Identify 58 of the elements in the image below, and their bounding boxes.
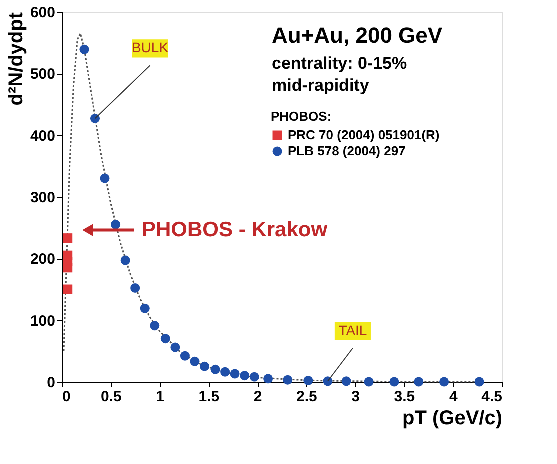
point xyxy=(100,174,110,184)
point xyxy=(230,369,240,379)
x-tick-label: 3.5 xyxy=(394,388,416,406)
legend-title: PHOBOS: xyxy=(271,109,332,124)
x-tick-label: 2.5 xyxy=(296,388,318,406)
point xyxy=(130,284,140,293)
point xyxy=(342,376,352,386)
point xyxy=(200,362,210,372)
point xyxy=(283,375,293,385)
point xyxy=(90,114,100,124)
point xyxy=(364,377,374,387)
annotation: PHOBOS - Krakow xyxy=(142,218,328,242)
x-tick-label: 4.5 xyxy=(482,388,502,406)
point xyxy=(474,377,484,387)
y-tick-label: 600 xyxy=(30,4,56,22)
x-tick-label: 1 xyxy=(156,388,164,406)
y-axis-title: d²N/dydpt xyxy=(5,12,28,106)
y-tick-label: 100 xyxy=(30,312,56,330)
point xyxy=(160,334,170,344)
point xyxy=(440,377,450,387)
x-tick-label: 2 xyxy=(254,388,262,406)
point xyxy=(304,376,314,386)
legend-label: PLB 578 (2004) 297 xyxy=(288,144,406,158)
point xyxy=(170,342,180,352)
point xyxy=(63,234,73,244)
annotation: Au+Au, 200 GeV xyxy=(272,23,443,48)
y-tick-label: 200 xyxy=(30,251,56,268)
point xyxy=(150,321,160,331)
point xyxy=(63,263,73,273)
point xyxy=(111,220,121,230)
annotation: centrality: 0-15% xyxy=(272,54,408,73)
point xyxy=(220,367,230,377)
y-tick-label: 400 xyxy=(30,128,56,145)
x-tick-label: 0 xyxy=(62,388,71,406)
annotation: TAIL xyxy=(338,322,368,338)
point xyxy=(264,374,274,384)
point xyxy=(180,351,190,361)
x-tick-label: 1.5 xyxy=(198,388,220,406)
point xyxy=(80,44,90,54)
point xyxy=(250,372,260,382)
x-tick-label: 4 xyxy=(449,388,458,406)
y-tick-label: 500 xyxy=(30,66,56,84)
point xyxy=(240,371,250,381)
y-tick-label: 300 xyxy=(30,190,56,206)
point xyxy=(120,256,130,266)
point xyxy=(390,377,400,387)
point xyxy=(190,356,200,366)
point xyxy=(63,284,73,294)
x-axis-title: pT (GeV/c) xyxy=(402,408,502,430)
point xyxy=(323,376,333,386)
point xyxy=(140,304,150,314)
legend-label: PRC 70 (2004) 051901(R) xyxy=(288,128,440,142)
point xyxy=(210,364,220,374)
point xyxy=(414,377,424,387)
x-tick-label: 3 xyxy=(352,388,360,406)
x-tick-label: 0.5 xyxy=(100,388,122,406)
y-tick-label: 0 xyxy=(47,374,56,392)
annotation: mid-rapidity xyxy=(272,76,370,95)
